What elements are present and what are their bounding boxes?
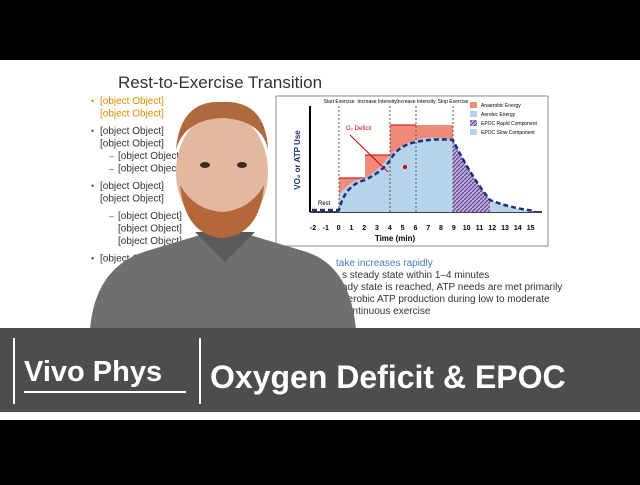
legend-label: Anaerobic Energy — [481, 103, 521, 109]
legend-swatch — [470, 111, 477, 117]
logo: Vivo Phys — [24, 356, 162, 388]
bullet: [object Object] — [118, 236, 182, 247]
face — [176, 112, 268, 232]
x-tick-label: 0 — [337, 225, 341, 232]
bullet: [object Object] — [100, 96, 164, 107]
bullet-mark: • — [91, 254, 94, 264]
x-tick-label: 10 — [463, 225, 471, 232]
bullet: aerobic ATP production during low to mod… — [342, 294, 550, 305]
eye — [200, 162, 210, 168]
x-tick-label: 12 — [488, 225, 496, 232]
legend-swatch — [470, 102, 477, 108]
x-tick-label: -1 — [323, 225, 329, 232]
x-tick-label: 3 — [375, 225, 379, 232]
x-axis-label: Time (min) — [375, 234, 416, 243]
presenter — [90, 101, 356, 330]
bullet: [object Object] — [100, 139, 164, 150]
legend: Anaerobic Energy Aerobic Energy EPOC Rapid… — [470, 102, 537, 136]
eye — [237, 162, 247, 168]
x-tick-label: 9 — [452, 225, 456, 232]
banner — [0, 328, 640, 412]
x-tick-label: -2 — [310, 225, 316, 232]
bullet: [object Object] — [100, 194, 164, 205]
x-ticks: -2 -1 0 1 2 3 4 5 6 7 8 9 10 11 12 13 14 15 — [310, 225, 535, 232]
x-tick-label: 7 — [426, 225, 430, 232]
x-tick-label: 1 — [349, 225, 353, 232]
y-axis-label: VO₂ or ATP Use — [293, 130, 302, 190]
bullet-mark: – — [109, 151, 114, 161]
legend-swatch — [470, 129, 477, 135]
bullet-mark: • — [91, 96, 94, 106]
bullet: [object Object] — [100, 126, 164, 137]
legend-swatch — [470, 120, 477, 126]
bullet: [object Object] — [118, 224, 182, 235]
phase-label: Start Exercise — [323, 99, 354, 105]
video-title: Oxygen Deficit & EPOC — [210, 359, 566, 395]
arrow — [349, 134, 389, 173]
bullet: [object Object] — [100, 181, 164, 192]
x-tick-label: 5 — [401, 225, 405, 232]
shirt — [90, 235, 356, 330]
hair — [176, 101, 268, 150]
aerobic-area — [339, 140, 416, 212]
bullet-mark: – — [109, 164, 114, 174]
phase-label: Increase Intensity — [357, 99, 397, 105]
x-tick-label: 13 — [501, 225, 509, 232]
bullet: s steady state within 1–4 minutes — [342, 270, 489, 281]
bullet-mark: • — [91, 126, 94, 136]
legend-label: Aerobic Energy — [481, 112, 516, 118]
marker — [403, 165, 407, 169]
x-tick-label: 15 — [527, 225, 535, 232]
deficit-label: O₂ Deficit — [346, 126, 372, 132]
bullet: [object Object] — [100, 109, 164, 120]
phase-label: Stop Exercise — [438, 99, 469, 105]
legend-label: EPOC Slow Component — [481, 130, 535, 136]
collar — [195, 232, 255, 262]
anaerobic-area — [416, 125, 453, 140]
chart: O₂ Deficit Rest VO₂ or ATP Use Time (min… — [275, 95, 549, 247]
bullet: [object Object] — [118, 211, 182, 222]
x-tick-label: 8 — [439, 225, 443, 232]
beard — [180, 185, 264, 238]
bullet: take increases rapidly — [336, 258, 433, 269]
legend-label: EPOC Rapid Component — [481, 121, 537, 127]
bullet-mark: – — [109, 211, 114, 221]
rest-label: Rest — [318, 201, 331, 207]
epoc-slow — [490, 200, 535, 212]
phase-label: Increase Intensity — [396, 99, 436, 105]
bullet: continuous exercise — [342, 306, 431, 317]
phase-labels: Start Exercise Increase Intensity Increase… — [323, 99, 468, 105]
x-tick-label: 14 — [514, 225, 522, 232]
slide-title: Rest-to-Exercise Transition — [118, 73, 322, 92]
x-tick-label: 4 — [388, 225, 392, 232]
x-tick-label: 11 — [476, 225, 484, 232]
x-tick-label: 2 — [362, 225, 366, 232]
bullet: [object Object] — [118, 164, 182, 175]
vo2-curve — [312, 138, 536, 213]
bullet: ady state is reached, ATP needs are met … — [342, 282, 562, 293]
x-tick-label: 6 — [413, 225, 417, 232]
bullet: [object Object] — [118, 151, 182, 162]
bullet-mark: • — [91, 181, 94, 191]
